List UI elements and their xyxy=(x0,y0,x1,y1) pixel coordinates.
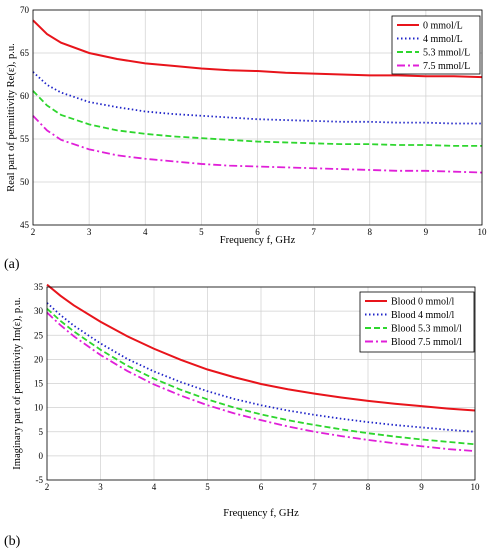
x-tick-label: 7 xyxy=(312,482,317,492)
y-tick-label: 45 xyxy=(20,220,30,230)
axis-frame xyxy=(46,286,476,481)
legend-entry: Blood 4 mmol/l xyxy=(391,310,455,321)
x-tick-label: 8 xyxy=(368,227,373,237)
chart-imaginary-permittivity: 2 3 4 5 6 7 8 9 10 -5 0 5 10 15 20 25 30 35 Blood 0 mmol/l… xyxy=(4,282,480,549)
x-tick-label: 3 xyxy=(98,482,103,492)
series-line xyxy=(46,283,476,412)
legend-entry: 7.5 mmol/L xyxy=(423,61,470,72)
legend-entry: 0 mmol/L xyxy=(423,21,463,32)
x-tick-label: 7 xyxy=(311,227,316,237)
x-tick-label: 5 xyxy=(199,227,204,237)
panel-label: (b) xyxy=(4,534,21,549)
x-tick-label: 5 xyxy=(205,482,210,492)
y-tick-label: 5 xyxy=(39,427,44,437)
y-axis-label: Real part of permittivity Re(ε), p.u. xyxy=(6,43,17,191)
x-tick-label: 10 xyxy=(471,482,481,492)
x-tick-label: 4 xyxy=(143,227,148,237)
y-tick-label: 15 xyxy=(34,379,44,389)
y-tick-label: 70 xyxy=(20,5,30,15)
x-tick-label: 10 xyxy=(478,227,488,237)
y-axis-label: Imaginary part of permittivity Im(ε), p.… xyxy=(12,297,23,469)
axis-frame xyxy=(32,9,483,226)
x-tick-label: 2 xyxy=(31,227,36,237)
y-tick-label: 10 xyxy=(34,403,44,413)
x-tick-label: 3 xyxy=(87,227,92,237)
x-axis-label: Frequency f, GHz xyxy=(223,508,299,519)
x-tick-label: 9 xyxy=(424,227,429,237)
y-tick-label: 65 xyxy=(20,48,30,58)
y-tick-label: 25 xyxy=(34,330,44,340)
x-axis-label: Frequency f, GHz xyxy=(220,235,296,246)
x-tick-label: 6 xyxy=(259,482,264,492)
legend-entry: Blood 5.3 mmol/l xyxy=(391,324,462,335)
y-tick-label: 20 xyxy=(34,354,44,364)
series-line xyxy=(46,311,476,452)
x-tick-label: 6 xyxy=(255,227,260,237)
y-tick-label: 0 xyxy=(39,451,44,461)
x-tick-label: 8 xyxy=(366,482,371,492)
legend-entry: Blood 0 mmol/l xyxy=(391,297,455,308)
legend-entry: Blood 7.5 mmol/l xyxy=(391,337,462,348)
x-tick-label: 9 xyxy=(419,482,424,492)
series-line xyxy=(46,308,476,446)
x-tick-label: 2 xyxy=(45,482,50,492)
series-line xyxy=(32,90,482,147)
y-tick-label: 55 xyxy=(20,134,30,144)
y-tick-label: 30 xyxy=(34,306,44,316)
series-line xyxy=(32,19,483,79)
panel-label: (a) xyxy=(4,257,20,272)
legend-entry: 4 mmol/L xyxy=(423,34,463,45)
y-tick-label: 35 xyxy=(34,282,44,292)
x-tick-label: 4 xyxy=(152,482,157,492)
y-tick-label: 50 xyxy=(20,177,30,187)
y-tick-label: 60 xyxy=(20,91,30,101)
series-line xyxy=(32,71,482,125)
y-tick-label: -5 xyxy=(36,475,44,485)
legend-entry: 5.3 mmol/L xyxy=(423,48,470,59)
